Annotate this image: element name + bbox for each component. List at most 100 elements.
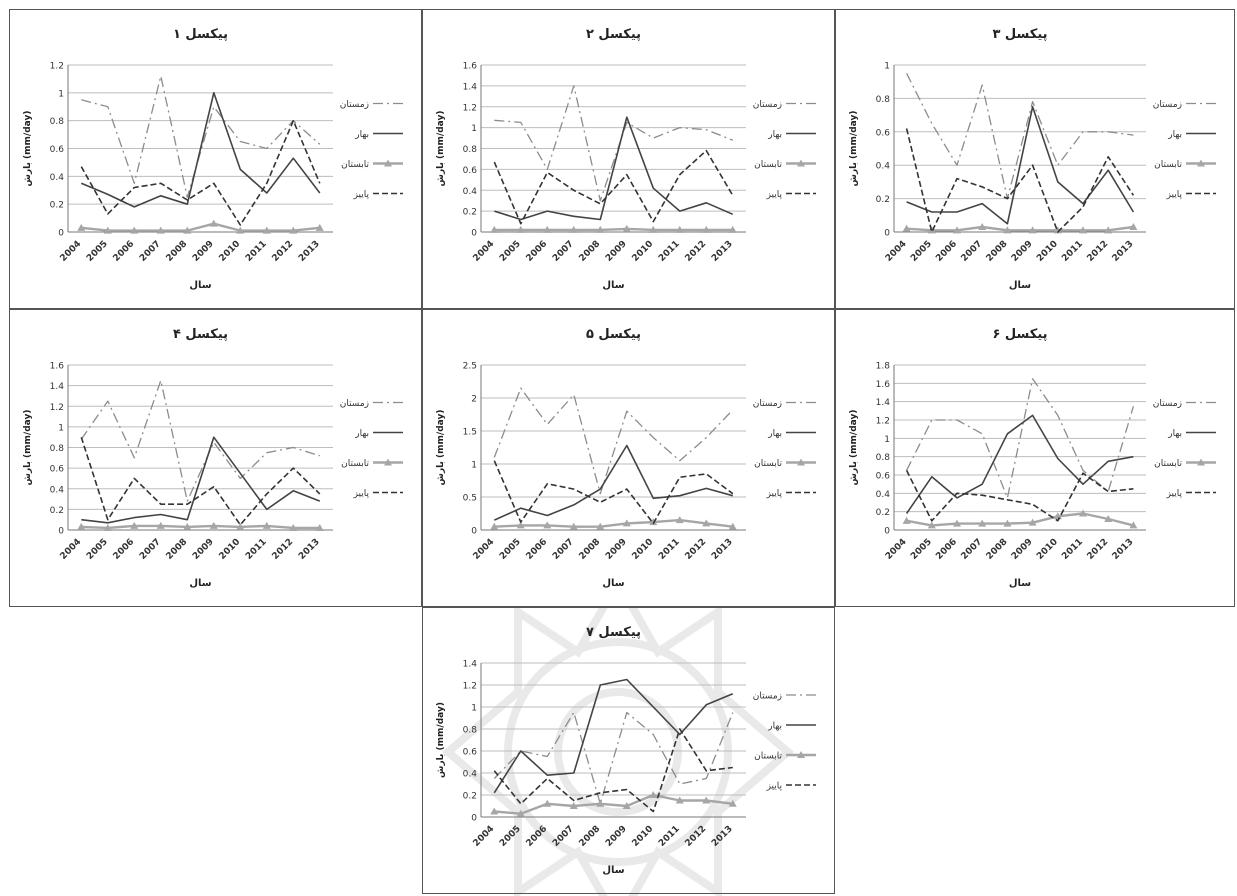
y-tick-label: 1.2 (876, 417, 890, 427)
x-tick-label: 2005 (85, 537, 110, 562)
x-tick-label: 2007 (551, 537, 576, 562)
y-tick-label: 0.2 (876, 195, 890, 205)
legend-marker (797, 458, 805, 466)
data-point-marker (702, 796, 711, 804)
series-line (494, 85, 734, 202)
y-tick-label: 1.2 (463, 682, 477, 692)
series-line (493, 387, 734, 495)
series-line (905, 414, 1134, 514)
data-point-marker (596, 799, 605, 807)
data-point-marker (1003, 519, 1012, 527)
data-point-marker (622, 802, 631, 809)
data-point-marker (183, 226, 192, 234)
chart-panel-7: پیکسل ۷ 0 0.2 0.4 0.6 0.8 1 1.2 1.4 2004 2005 2006 2… (422, 607, 835, 894)
legend-marker (384, 159, 392, 167)
y-tick-label: 0.4 (463, 770, 478, 780)
y-tick-label: 1 (884, 435, 890, 445)
data-point-marker (289, 226, 298, 234)
data-point-marker (902, 516, 911, 524)
series-line (906, 378, 1135, 499)
x-tick-label: 2012 (271, 537, 296, 562)
y-tick-label: 1.4 (876, 398, 891, 408)
data-point-marker (490, 522, 499, 530)
y-tick-label: 0 (884, 527, 890, 537)
y-tick-label: 1.4 (50, 382, 65, 392)
legend-label: تابستان (754, 160, 782, 170)
x-tick-label: 2013 (1111, 239, 1136, 264)
x-tick-label: 2008 (985, 537, 1010, 562)
series-line (493, 460, 734, 525)
x-tick-label: 2006 (934, 537, 959, 562)
x-tick-label: 2004 (59, 537, 84, 562)
series-line (80, 119, 321, 226)
x-axis-title: سال (189, 578, 211, 589)
x-tick-label: 2011 (657, 239, 682, 264)
x-tick-label: 2004 (472, 537, 497, 562)
data-point-marker (209, 521, 218, 529)
data-point-marker (569, 802, 578, 809)
x-tick-label: 2004 (472, 824, 497, 849)
chart-title: پیکسل ۴ (173, 327, 228, 342)
data-point-marker (490, 807, 499, 815)
x-tick-label: 2011 (244, 537, 269, 562)
chart-panel-1: پیکسل ۱ 0 0.2 0.4 0.6 0.8 1 1.2 2004 2005 2006 2007… (9, 9, 422, 309)
x-tick-label: 2010 (218, 239, 243, 264)
x-tick-label: 2011 (1060, 239, 1085, 264)
y-tick-label: 0.4 (50, 485, 65, 495)
data-point-marker (649, 791, 658, 798)
data-point-marker (209, 219, 218, 227)
series-line (80, 379, 320, 502)
legend-label: زمستان (1153, 399, 1182, 409)
x-axis-title: سال (602, 578, 624, 589)
x-tick-label: 2013 (710, 239, 735, 264)
x-tick-label: 2011 (1060, 537, 1085, 562)
y-tick-label: 0.4 (876, 162, 891, 172)
y-tick-label: 1.6 (50, 362, 65, 372)
data-point-marker (543, 521, 552, 529)
x-tick-label: 2010 (631, 239, 656, 264)
chart-panel-2: پیکسل ۲ 0 0.2 0.4 0.6 0.8 1 1.2 1.4 1.6 2004 2005 20… (422, 9, 835, 309)
x-tick-label: 2009 (1010, 239, 1035, 264)
x-tick-label: 2006 (525, 239, 550, 264)
chart-panel-5: پیکسل ۵ 0 0.5 1 1.5 2 2.5 2004 2005 2006 2007 2008 2… (422, 309, 835, 607)
x-tick-label: 2009 (604, 239, 629, 264)
y-tick-label: 0.2 (50, 201, 64, 211)
y-tick-label: 0.8 (876, 453, 891, 463)
x-tick-label: 2013 (297, 239, 322, 264)
legend-label: پاییز (1166, 489, 1183, 499)
x-tick-label: 2007 (551, 239, 576, 264)
x-tick-label: 2004 (884, 239, 909, 264)
data-point-marker (1129, 222, 1138, 230)
y-tick-label: 1 (58, 423, 64, 433)
series-line (494, 518, 733, 528)
x-tick-label: 2013 (710, 537, 735, 562)
x-tick-label: 2010 (1035, 537, 1060, 562)
chart-title: پیکسل ۶ (992, 327, 1047, 342)
x-tick-label: 2012 (271, 239, 296, 264)
data-point-marker (236, 522, 245, 530)
y-tick-label: 1.2 (463, 103, 477, 113)
data-point-marker (702, 225, 711, 233)
y-tick-label: 1 (471, 704, 477, 714)
series-line (494, 793, 733, 815)
data-point-marker (569, 522, 578, 530)
x-tick-label: 2006 (112, 537, 137, 562)
x-tick-label: 2010 (631, 824, 656, 849)
data-point-marker (490, 225, 499, 233)
legend-marker (797, 159, 805, 167)
legend-label: بهار (1167, 429, 1182, 439)
x-tick-label: 2004 (472, 239, 497, 264)
data-point-marker (596, 225, 605, 233)
y-tick-label: 1 (471, 461, 477, 471)
x-tick-label: 2005 (85, 239, 110, 264)
y-tick-label: 0 (58, 527, 64, 537)
legend-label: تابستان (1154, 459, 1182, 469)
x-tick-label: 2007 (960, 239, 985, 264)
series-line (81, 436, 321, 524)
x-tick-label: 2005 (909, 537, 934, 562)
